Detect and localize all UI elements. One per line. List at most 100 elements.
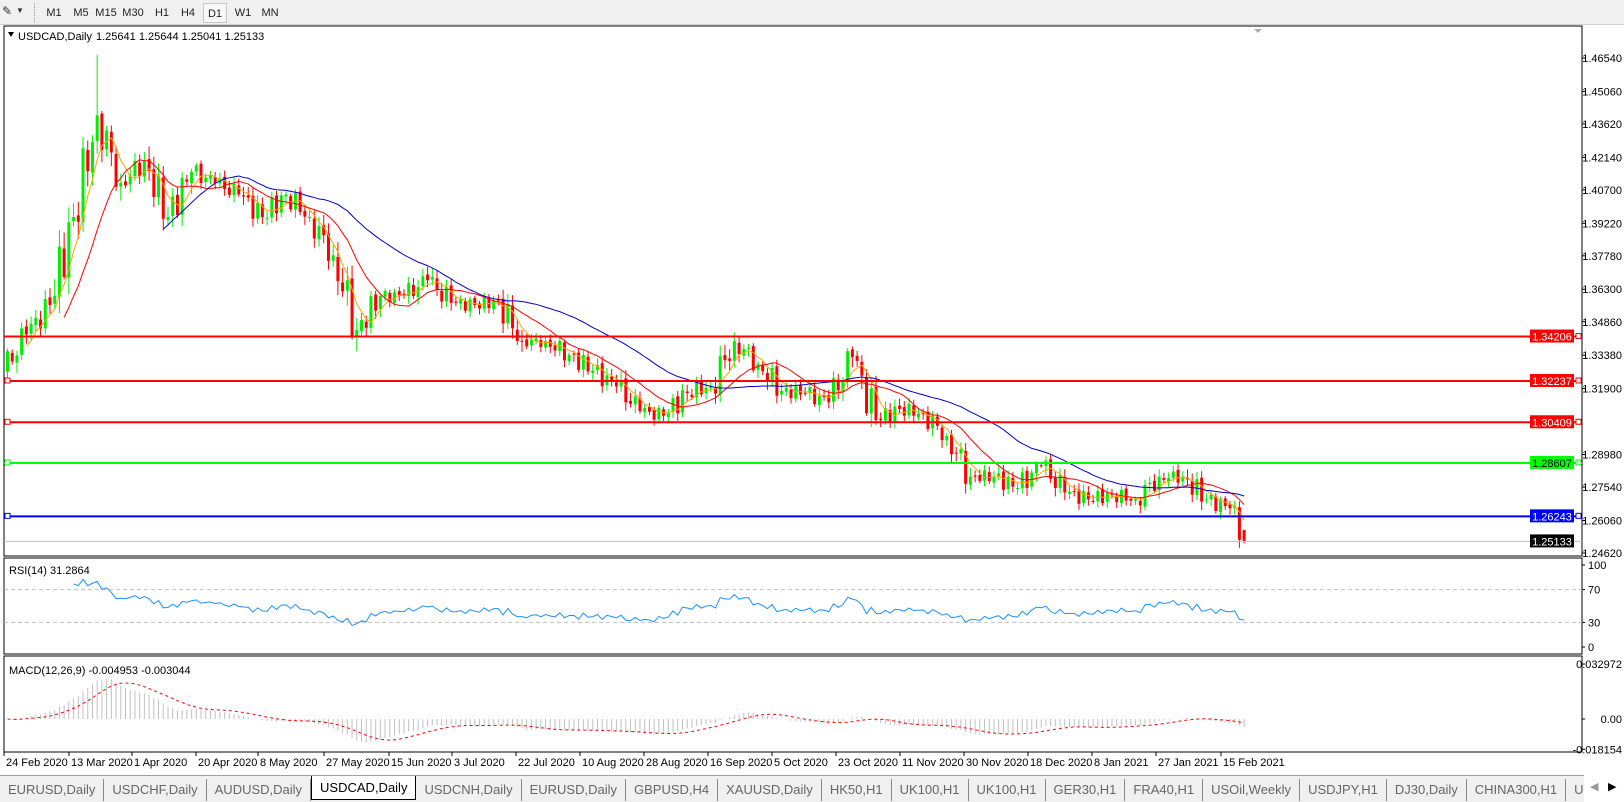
candle — [511, 295, 515, 339]
candle-body — [496, 299, 500, 301]
line-handle-icon[interactable] — [1575, 333, 1582, 340]
candle-body — [1006, 476, 1010, 489]
price-tick-label: 1.40700 — [1582, 185, 1622, 197]
chart-window[interactable]: USDCAD,Daily 1.25641 1.25644 1.25041 1.25… — [0, 25, 1624, 775]
line-handle-icon[interactable] — [4, 512, 11, 519]
chart-tab-usdcnh-daily[interactable]: USDCNH,Daily — [416, 779, 522, 801]
chart-tab-usoil-weekly[interactable]: USOil,Weekly — [1203, 779, 1301, 801]
macd-panel — [3, 655, 1583, 753]
candle — [737, 337, 741, 363]
tabs-scroll-right-icon[interactable]: ▶ — [1608, 781, 1617, 793]
chart-tab-uk100-h1[interactable]: UK100,H1 — [969, 779, 1046, 801]
chart-tab-audusd-daily[interactable]: AUDUSD,Daily — [207, 779, 312, 801]
candle-body — [1134, 499, 1138, 501]
chart-tab-eurusd-daily[interactable]: EURUSD,Daily — [522, 779, 626, 801]
candle-body — [690, 394, 694, 398]
tabs-scroll-left-icon[interactable]: ◀ — [1590, 781, 1599, 793]
candle-body — [10, 352, 14, 362]
macd-tick-label: 0.032972 — [1576, 659, 1622, 671]
candle — [388, 289, 392, 308]
timeframe-w1-button[interactable]: W1 — [234, 7, 252, 19]
line-handle-icon[interactable] — [4, 418, 11, 425]
chart-tab-usdcad-daily[interactable]: USDCAD,Daily — [311, 776, 417, 800]
chart-tab-china300-h1[interactable]: CHINA300,H1 — [1467, 779, 1567, 801]
candle-body — [171, 196, 175, 217]
line-handle-icon[interactable] — [1575, 418, 1582, 425]
chart-tab-fra40-h1[interactable]: FRA40,H1 — [1125, 779, 1204, 801]
candle-body — [383, 291, 387, 297]
timeframe-m30-button[interactable]: M30 — [122, 7, 144, 19]
chart-tab-eurusd-daily[interactable]: EURUSD,Daily — [0, 779, 105, 801]
candle-body — [449, 285, 453, 303]
chart-tab-uk100-h1[interactable]: UK100,H1 — [892, 779, 969, 801]
dropdown-arrow-icon[interactable]: ▼ — [16, 6, 24, 15]
line-handle-icon[interactable] — [4, 377, 11, 384]
candle — [1101, 483, 1105, 506]
timeframe-m1-button[interactable]: M1 — [46, 7, 62, 19]
line-handle-icon[interactable] — [1575, 459, 1582, 466]
candle — [279, 191, 283, 217]
candle — [350, 265, 354, 340]
chart-tab-ger30-h1[interactable]: GER30,H1 — [1046, 779, 1126, 801]
timeframe-h1-button[interactable]: H1 — [154, 7, 170, 19]
chart-tab-usdchf-daily[interactable]: USDCHF,Daily — [104, 779, 207, 801]
candle-body — [86, 149, 90, 172]
candle — [190, 168, 194, 195]
macd-label: MACD(12,26,9) -0.004953 -0.003044 — [9, 665, 191, 677]
chart-tab-u[interactable]: U — [1574, 782, 1584, 797]
candle — [15, 350, 19, 373]
candle — [1162, 472, 1166, 483]
candle — [322, 214, 326, 244]
timeframe-m15-button[interactable]: M15 — [95, 7, 117, 19]
timeframe-m5-button[interactable]: M5 — [73, 7, 89, 19]
candle-body — [761, 365, 765, 372]
candle — [411, 278, 415, 299]
candle — [657, 404, 661, 424]
horizontal-line-price: 1.26243 — [1532, 511, 1572, 523]
rsi-tick-label: 0 — [1588, 642, 1594, 654]
candle-body — [119, 183, 123, 187]
candle — [57, 230, 61, 314]
horizontal-line-price: 1.32237 — [1532, 376, 1572, 388]
timeframe-d1-button[interactable]: D1 — [203, 3, 227, 23]
candle — [1072, 484, 1076, 497]
timeframe-mn-button[interactable]: MN — [261, 7, 279, 19]
candle-body — [133, 160, 137, 177]
candle — [6, 349, 9, 382]
candle-body — [90, 142, 94, 173]
candle — [1200, 471, 1204, 510]
candle-body — [671, 398, 675, 412]
line-handle-icon[interactable] — [4, 459, 11, 466]
draw-tools-icon[interactable]: ✎ — [2, 4, 13, 18]
candle — [166, 206, 170, 226]
candle-body — [723, 355, 727, 361]
candle — [109, 125, 113, 167]
chart-tab-dj30-daily[interactable]: DJ30,Daily — [1387, 779, 1467, 801]
candle — [1044, 456, 1048, 476]
candle — [213, 171, 217, 190]
candle — [978, 469, 982, 484]
candle-body — [1162, 478, 1166, 480]
line-handle-icon[interactable] — [1575, 512, 1582, 519]
candle — [331, 244, 335, 268]
candle-body — [964, 451, 968, 484]
line-handle-icon[interactable] — [1575, 377, 1582, 384]
candle — [251, 187, 255, 227]
candle — [393, 288, 397, 307]
chart-tab-gbpusd-h4[interactable]: GBPUSD,H4 — [626, 779, 719, 801]
chart-shift-marker-icon[interactable] — [1254, 29, 1262, 33]
candle-body — [275, 195, 279, 214]
timeframe-h4-button[interactable]: H4 — [180, 7, 196, 19]
chart-tab-xauusd-daily[interactable]: XAUUSD,Daily — [718, 779, 822, 801]
candle — [260, 197, 264, 225]
chart-tab-hk50-h1[interactable]: HK50,H1 — [822, 779, 892, 801]
chart-tab-usdjpy-h1[interactable]: USDJPY,H1 — [1300, 779, 1387, 801]
candle — [24, 319, 28, 344]
date-label: 27 May 2020 — [326, 757, 390, 769]
chart-canvas[interactable]: USDCAD,Daily 1.25641 1.25644 1.25041 1.25… — [0, 25, 1624, 775]
candle-body — [190, 171, 194, 184]
candle-body — [57, 246, 61, 297]
candle-body — [76, 215, 80, 222]
candle-body — [161, 177, 165, 219]
collapse-triangle-icon[interactable] — [8, 32, 14, 37]
